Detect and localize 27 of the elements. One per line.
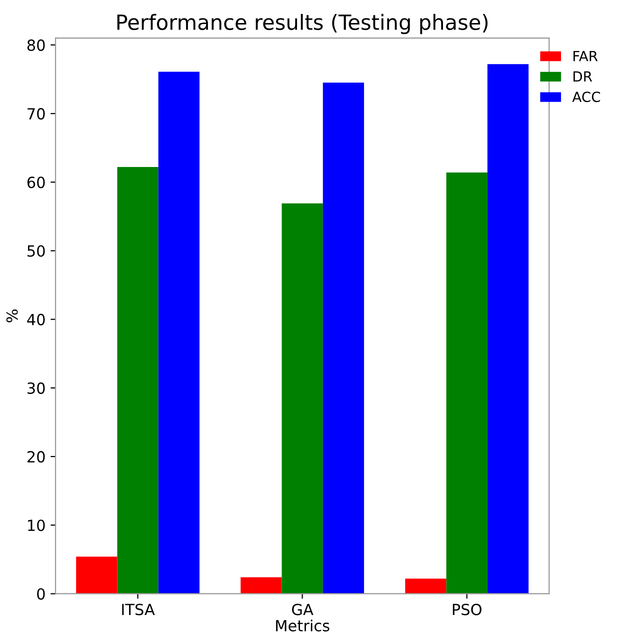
y-tick-label: 80: [27, 39, 45, 51]
y-tick-label: 0: [37, 588, 45, 600]
legend-label: DR: [574, 71, 592, 82]
bar: [487, 64, 529, 594]
bar: [322, 82, 364, 594]
y-tick-label: 50: [28, 245, 45, 257]
x-tick-label: ITSA: [122, 604, 155, 616]
y-tick-label: 20: [27, 451, 45, 463]
legend-label: FAR: [574, 51, 598, 62]
chart-title: Performance results (Testing phase): [117, 14, 488, 34]
y-tick-label: 30: [28, 382, 45, 394]
y-tick-label: 10: [28, 520, 45, 532]
bar: [158, 72, 200, 594]
x-tick-label: GA: [292, 604, 314, 616]
bar: [117, 167, 158, 594]
bar: [76, 556, 118, 594]
bar: [282, 203, 323, 594]
bar: [405, 578, 446, 594]
y-tick-label: 60: [27, 176, 45, 188]
bar: [240, 577, 282, 594]
x-axis-title: Metrics: [276, 620, 330, 632]
x-tick-label: PSO: [452, 604, 482, 616]
y-axis-title: %: [6, 309, 18, 322]
legend-label: ACC: [572, 92, 600, 102]
bar: [446, 172, 488, 594]
y-tick-label: 40: [27, 314, 45, 326]
y-tick-label: 70: [28, 108, 45, 120]
